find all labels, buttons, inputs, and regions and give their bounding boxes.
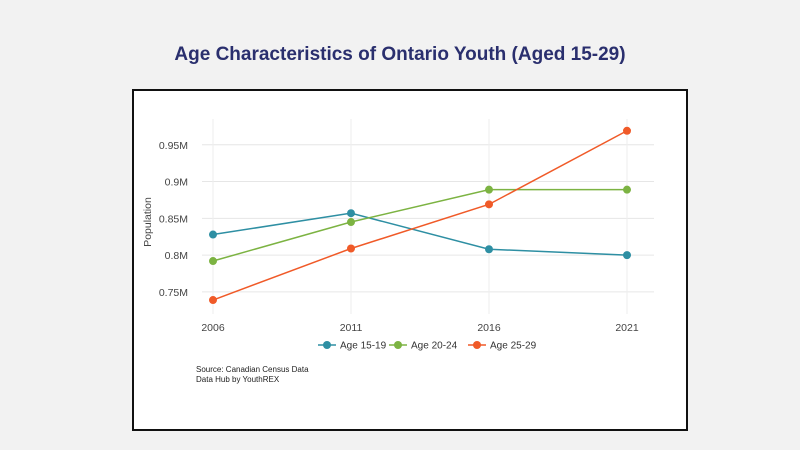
data-point[interactable]: [623, 251, 631, 260]
series-age-15-19: [209, 209, 631, 260]
series-line: [212, 188, 627, 262]
y-axis-ticks: 0.75M 0.8M 0.85M 0.9M 0.95M: [159, 140, 188, 299]
series-line: [212, 212, 628, 256]
data-point[interactable]: [347, 244, 355, 253]
x-tick-label: 2021: [615, 322, 639, 334]
series-lines: [209, 126, 631, 305]
x-tick-label: 2006: [201, 322, 225, 334]
data-point[interactable]: [485, 245, 493, 254]
x-axis-ticks: 2006 2011 2016 2021: [201, 322, 639, 334]
data-point[interactable]: [209, 257, 217, 266]
slide-title: Age Characteristics of Ontario Youth (Ag…: [174, 44, 626, 65]
gridlines: [202, 119, 654, 314]
x-tick-label: 2016: [477, 322, 501, 334]
legend-item[interactable]: Age 15-19: [318, 341, 387, 352]
data-point[interactable]: [623, 185, 631, 194]
legend: Age 15-19 Age 20-24 Age 25-29: [318, 341, 537, 352]
y-tick-label: 0.8M: [165, 250, 188, 262]
legend-item[interactable]: Age 20-24: [389, 341, 458, 352]
data-point[interactable]: [209, 296, 217, 305]
y-axis-label: Population: [142, 197, 154, 247]
y-tick-label: 0.85M: [159, 213, 188, 225]
y-tick-label: 0.75M: [159, 287, 188, 299]
legend-swatch-marker: [323, 341, 331, 349]
chart-frame: 0.75M 0.8M 0.85M 0.9M 0.95M 2006 2011 2016 2021…: [132, 89, 688, 431]
data-point[interactable]: [347, 209, 355, 218]
legend-label: Age 15-19: [340, 341, 387, 352]
y-tick-label: 0.9M: [165, 177, 188, 189]
data-point[interactable]: [485, 200, 493, 209]
legend-swatch-marker: [394, 341, 402, 349]
legend-label: Age 20-24: [411, 341, 458, 352]
source-line: Data Hub by YouthREX: [196, 375, 280, 384]
line-chart: 0.75M 0.8M 0.85M 0.9M 0.95M 2006 2011 2016 2021…: [142, 119, 654, 384]
series-line: [212, 130, 628, 301]
series-age-20-24: [209, 185, 631, 266]
series-age-25-29: [209, 126, 631, 305]
source-line: Source: Canadian Census Data: [196, 365, 309, 374]
data-point[interactable]: [623, 126, 631, 135]
y-tick-label: 0.95M: [159, 140, 188, 152]
legend-label: Age 25-29: [490, 341, 537, 352]
data-point[interactable]: [347, 218, 355, 227]
x-tick-label: 2011: [340, 322, 363, 334]
data-point[interactable]: [209, 230, 217, 239]
legend-item[interactable]: Age 25-29: [468, 341, 537, 352]
legend-swatch-marker: [473, 341, 481, 349]
data-point[interactable]: [485, 185, 493, 194]
